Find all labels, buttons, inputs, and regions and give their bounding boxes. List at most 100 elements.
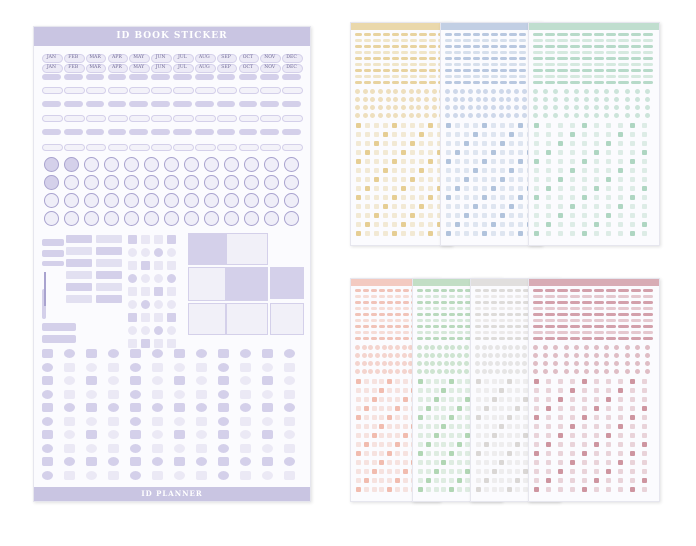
variant-icon [401,195,406,200]
month-pill [42,64,63,73]
variant-icon [433,388,439,393]
variant-circle [488,369,494,374]
variant-icon [464,141,469,146]
variant-circle [463,345,469,350]
variant-icon [437,186,442,191]
variant-icon [582,460,587,465]
variant-pill [557,51,568,54]
variant-circle [543,345,549,350]
variant-icon [606,195,611,200]
variant-pill [363,313,369,316]
variant-circle [573,353,579,358]
icon-sticker [141,248,150,257]
variant-icon [642,195,647,200]
icon-sticker [262,457,273,466]
variant-icon [534,388,539,393]
variant-icon [402,469,408,474]
variant-icon [483,388,489,393]
variant-icon [546,442,551,447]
variant-circle [506,89,512,94]
variant-icon [558,469,563,474]
variant-icon [482,177,487,182]
variant-circle [533,105,538,110]
variant-circle [543,353,549,358]
variant-pill [545,39,556,42]
variant-pill [387,337,393,340]
variant-pill [581,75,592,78]
variant-circle [614,361,620,366]
variant-icon [473,195,478,200]
variant-icon [606,177,611,182]
icon-sticker [154,248,163,257]
variant-circle [370,113,376,118]
variant-icon [606,388,611,393]
variant-icon [546,195,551,200]
variant-icon [374,222,379,227]
variant-pill [403,313,409,316]
variant-circle [437,361,442,366]
circle-sticker [64,193,79,208]
variant-icon [499,397,505,402]
variant-icon [401,123,406,128]
variant-icon [582,168,587,173]
variant-pill [491,51,499,54]
variant-circle [423,353,429,358]
variant-pill [606,57,617,60]
variant-icon [582,415,587,420]
variant-icon [473,204,478,209]
variant-pill [472,45,480,48]
variant-icon [418,433,423,438]
variant-circle [393,113,399,118]
variant-icon [582,204,587,209]
variant-icon [507,478,513,483]
variant-icon [392,222,397,227]
variant-circle [361,353,367,358]
variant-icon [522,451,528,456]
variant-pill [475,295,481,298]
variant-pill [457,313,463,316]
label-pill [194,129,214,135]
variant-icon [507,487,513,492]
variant-icon [558,487,563,492]
variant-circle [388,369,394,374]
variant-pill [465,289,471,292]
month-label: JUN [155,55,166,60]
variant-circle [506,97,512,102]
variant-icon [371,460,377,465]
variant-circle [604,353,610,358]
variant-pill [445,75,453,78]
variant-pill [410,81,418,84]
variant-icon [618,388,623,393]
icon-sticker [128,287,137,296]
variant-icon [374,186,379,191]
variant-pill [371,337,377,340]
icon-sticker [128,326,137,335]
variant-icon [379,424,385,429]
variant-circle [521,369,527,374]
variant-icon [402,424,408,429]
variant-icon [630,469,635,474]
variant-circle [452,89,458,94]
variant-pill [454,57,462,60]
variant-pill [425,319,431,322]
variant-icon [582,397,587,402]
variant-icon [457,478,462,483]
variant-icon [410,177,415,182]
variant-icon [507,388,513,393]
variant-pill [391,33,399,36]
variant-pill [491,69,499,72]
variant-circle [460,113,466,118]
icon-sticker [196,362,207,372]
variant-icon [410,150,415,155]
variant-icon [582,388,587,393]
variant-icon [419,150,424,155]
month-label: JAN [46,55,56,60]
variant-pill [364,51,372,54]
icon-sticker [196,349,207,358]
variant-icon [392,159,397,164]
variant-pill [417,289,423,292]
icon-sticker [42,430,53,439]
variant-circle [533,369,538,374]
variant-pill [545,63,556,66]
label-pill [260,74,280,80]
